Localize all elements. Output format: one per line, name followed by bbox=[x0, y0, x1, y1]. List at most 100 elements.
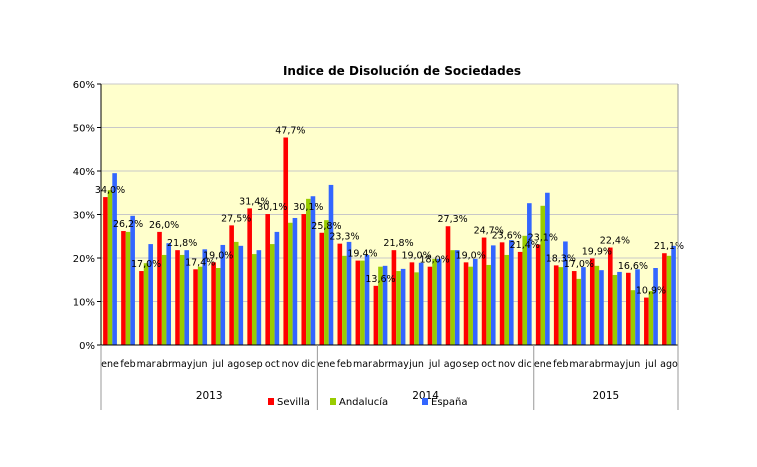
legend-label: España bbox=[431, 397, 467, 408]
bar-españa bbox=[490, 245, 496, 345]
year-label: 2014 bbox=[412, 390, 439, 402]
x-tick-label: nov bbox=[282, 359, 300, 370]
bar-andalucía bbox=[468, 266, 473, 345]
bar-españa bbox=[472, 258, 478, 345]
bar-españa bbox=[653, 268, 658, 345]
x-tick-label: may bbox=[605, 359, 626, 370]
bar-andalucía bbox=[197, 266, 203, 345]
bar-españa bbox=[400, 268, 406, 345]
x-tick-label: jun bbox=[192, 359, 208, 370]
legend-label: Andalucía bbox=[339, 396, 388, 408]
x-tick-label: feb bbox=[120, 359, 135, 370]
data-label: 13,6% bbox=[365, 274, 395, 285]
bar-andalucía bbox=[215, 268, 221, 345]
bar-españa bbox=[599, 270, 604, 345]
bar-españa bbox=[220, 244, 226, 345]
data-label: 22,4% bbox=[600, 236, 630, 247]
bar-sevilla bbox=[121, 231, 126, 345]
bar-españa bbox=[364, 254, 370, 345]
bar-españa bbox=[148, 244, 153, 345]
bar-sevilla bbox=[662, 253, 667, 345]
data-label: 25,8% bbox=[311, 221, 341, 232]
x-tick-label: dic bbox=[518, 359, 532, 370]
data-label: 18,3% bbox=[546, 253, 576, 264]
x-tick-label: mar bbox=[137, 359, 156, 370]
bar-andalucía bbox=[522, 235, 528, 345]
bar-españa bbox=[292, 217, 298, 345]
bar-andalucía bbox=[450, 250, 455, 345]
bar-andalucía bbox=[594, 265, 600, 345]
data-label: 21,8% bbox=[167, 238, 197, 249]
data-label: 19,0% bbox=[401, 250, 431, 261]
data-label: 10,9% bbox=[636, 286, 666, 297]
bar-españa bbox=[527, 203, 532, 345]
data-label: 30,1% bbox=[257, 202, 287, 213]
bar-sevilla bbox=[571, 271, 577, 345]
bar-sevilla bbox=[644, 297, 649, 345]
bar-sevilla bbox=[139, 271, 144, 345]
y-tick-label: 40% bbox=[73, 167, 95, 178]
data-label: 24,7% bbox=[474, 226, 504, 237]
legend-swatch-españa bbox=[422, 398, 428, 405]
bar-españa bbox=[166, 243, 172, 345]
x-tick-label: abr bbox=[156, 359, 172, 370]
x-tick-label: may bbox=[172, 359, 193, 370]
data-label: 18,0% bbox=[419, 255, 449, 266]
legend-label: Sevilla bbox=[277, 397, 310, 408]
x-tick-label: ene bbox=[534, 359, 552, 370]
y-tick-label: 50% bbox=[73, 124, 95, 135]
bar-andalucía bbox=[378, 266, 383, 345]
x-tick-label: mar bbox=[353, 359, 372, 370]
bar-españa bbox=[256, 250, 262, 345]
bar-andalucía bbox=[342, 255, 347, 345]
data-label: 27,5% bbox=[221, 213, 251, 224]
bar-sevilla bbox=[499, 242, 505, 345]
bar-sevilla bbox=[247, 208, 252, 345]
y-tick-label: 0% bbox=[79, 341, 95, 352]
data-label: 47,7% bbox=[275, 126, 305, 137]
bar-españa bbox=[436, 258, 442, 345]
bar-sevilla bbox=[193, 269, 198, 345]
bar-sevilla bbox=[589, 258, 595, 345]
bar-andalucía bbox=[432, 258, 437, 345]
bar-españa bbox=[617, 271, 622, 345]
x-tick-label: jul bbox=[644, 359, 656, 370]
data-label: 30,1% bbox=[293, 202, 323, 213]
bar-andalucía bbox=[251, 254, 257, 345]
bar-españa bbox=[671, 245, 676, 345]
x-tick-label: nov bbox=[498, 359, 516, 370]
x-tick-label: jun bbox=[625, 359, 641, 370]
x-tick-label: feb bbox=[553, 359, 568, 370]
bar-sevilla bbox=[283, 137, 289, 345]
bar-andalucía bbox=[233, 241, 239, 345]
bar-sevilla bbox=[535, 244, 541, 345]
bar-andalucía bbox=[414, 272, 419, 345]
bar-andalucía bbox=[666, 255, 672, 345]
bar-sevilla bbox=[157, 231, 162, 345]
legend-swatch-sevilla bbox=[268, 398, 274, 405]
bar-sevilla bbox=[481, 237, 487, 345]
data-label: 19,4% bbox=[347, 249, 377, 260]
data-label: 21,4% bbox=[510, 240, 540, 251]
bar-sevilla bbox=[319, 232, 325, 345]
x-tick-label: oct bbox=[265, 359, 280, 370]
bar-andalucía bbox=[269, 244, 275, 345]
bar-andalucía bbox=[107, 190, 113, 345]
x-tick-label: dic bbox=[301, 359, 315, 370]
bar-andalucía bbox=[179, 254, 185, 345]
x-tick-label: sep bbox=[246, 359, 263, 370]
x-tick-label: abr bbox=[373, 359, 389, 370]
data-label: 17,4% bbox=[185, 257, 215, 268]
bar-sevilla bbox=[175, 250, 180, 345]
bar-andalucía bbox=[161, 254, 167, 345]
y-tick-label: 30% bbox=[73, 211, 95, 222]
bar-sevilla bbox=[553, 265, 559, 345]
data-label: 34,0% bbox=[95, 185, 125, 196]
bar-sevilla bbox=[301, 214, 307, 345]
data-label: 26,2% bbox=[113, 219, 143, 230]
x-tick-label: may bbox=[388, 359, 409, 370]
data-label: 17,0% bbox=[564, 259, 594, 270]
bar-españa bbox=[346, 241, 352, 345]
bar-españa bbox=[563, 241, 568, 345]
data-label: 27,3% bbox=[438, 214, 468, 225]
